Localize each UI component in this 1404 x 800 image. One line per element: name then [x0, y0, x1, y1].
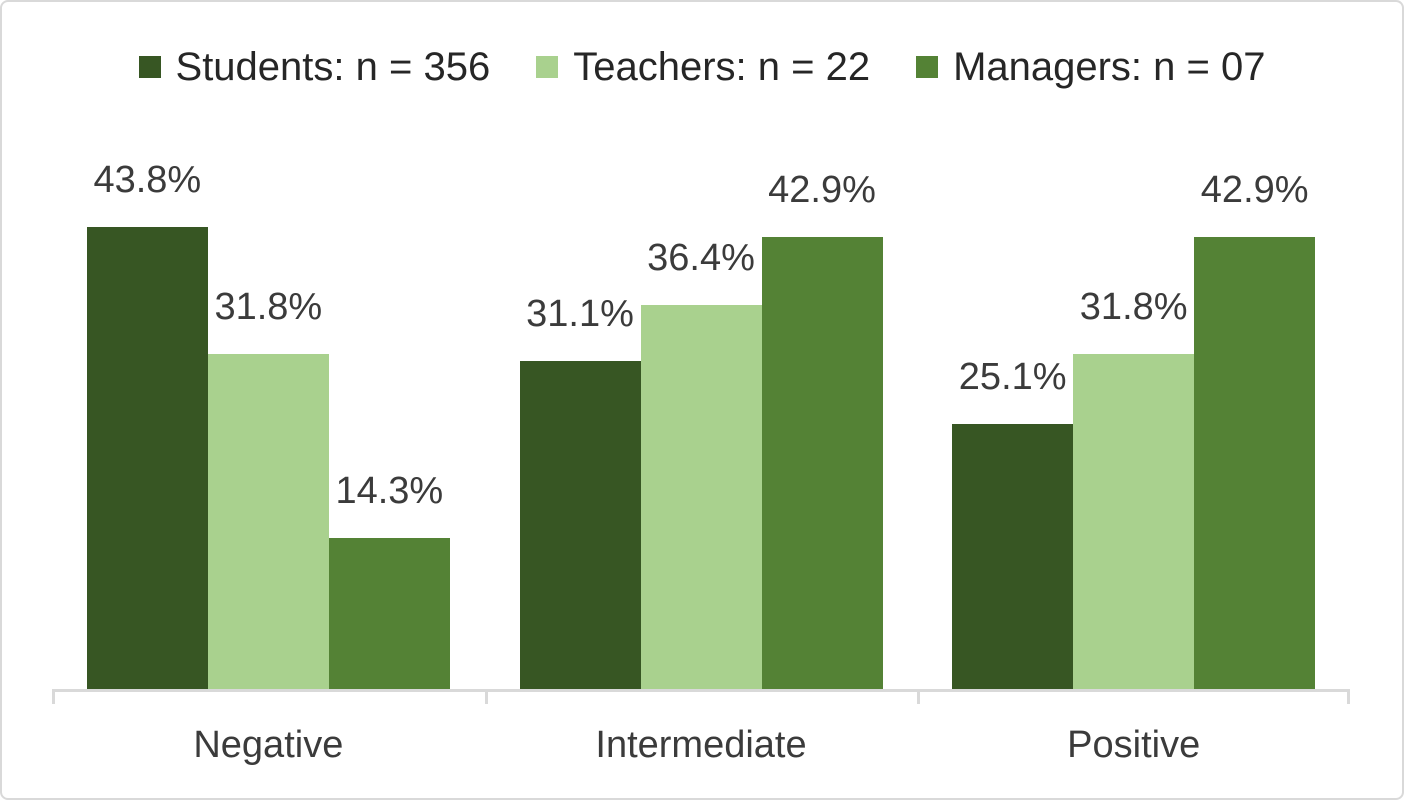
x-axis-line [52, 689, 1350, 692]
bar-value-label: 31.8% [214, 285, 323, 328]
bar-teachers-positive [1073, 353, 1195, 689]
bar-slot: 31.8% [1073, 162, 1195, 689]
bar-group-negative: 43.8% 31.8% 14.3% [52, 159, 485, 689]
bar-students-intermediate [519, 361, 641, 689]
bar-managers-negative [328, 538, 450, 689]
category-label-intermediate: Intermediate [595, 724, 807, 766]
bar-teachers-negative [207, 353, 329, 689]
bar-value-label: 14.3% [335, 470, 444, 513]
category-label-positive: Positive [1067, 724, 1201, 766]
bar-value-label: 25.1% [958, 356, 1067, 399]
bar-managers-positive [1194, 236, 1316, 689]
bar-value-label: 31.8% [1079, 285, 1188, 328]
axis-tick [1347, 689, 1350, 704]
legend-swatch-icon [536, 56, 559, 78]
bar-slot: 42.9% [761, 162, 883, 689]
legend-label: Managers: n = 07 [953, 45, 1266, 89]
bar-slot: 43.8% [86, 159, 208, 689]
legend-swatch-icon [916, 56, 939, 78]
bar-value-label: 42.9% [768, 168, 876, 211]
axis-tick [917, 689, 921, 704]
axis-tick [484, 689, 488, 704]
bar-value-label: 43.8% [93, 159, 202, 202]
axis-tick [52, 689, 55, 704]
legend-item: Teachers: n = 22 [536, 43, 870, 91]
bar-slot: 31.1% [519, 162, 641, 689]
bar-value-label: 36.4% [647, 237, 755, 280]
bar-managers-intermediate [761, 236, 883, 689]
bar-students-negative [86, 227, 208, 689]
bar-value-label: 42.9% [1200, 168, 1309, 211]
bar-slot: 36.4% [640, 162, 762, 689]
plot-area: 43.8% 31.8% 14.3% 31.1% 36.4% 42.9% 25.1% 31.8%… [52, 159, 1350, 689]
bar-value-label: 31.1% [526, 293, 634, 336]
bar-slot: 31.8% [207, 162, 329, 689]
x-axis-labels: Negative Intermediate Positive [52, 723, 1350, 769]
bar-group-intermediate: 31.1% 36.4% 42.9% [485, 162, 918, 689]
bar-students-positive [952, 424, 1074, 689]
chart-legend: Students: n = 356 Teachers: n = 22 Manager… [2, 43, 1402, 91]
bar-teachers-intermediate [640, 305, 762, 689]
legend-label: Teachers: n = 22 [573, 45, 871, 89]
bar-slot: 14.3% [328, 162, 450, 689]
legend-item: Students: n = 356 [138, 43, 491, 91]
legend-label: Students: n = 356 [175, 45, 491, 89]
bar-slot: 42.9% [1194, 162, 1316, 689]
bar-slot: 25.1% [952, 162, 1074, 689]
legend-item: Managers: n = 07 [916, 43, 1265, 91]
category-label-negative: Negative [193, 724, 344, 766]
bar-group-positive: 25.1% 31.8% 42.9% [917, 162, 1350, 689]
legend-swatch-icon [138, 56, 161, 78]
